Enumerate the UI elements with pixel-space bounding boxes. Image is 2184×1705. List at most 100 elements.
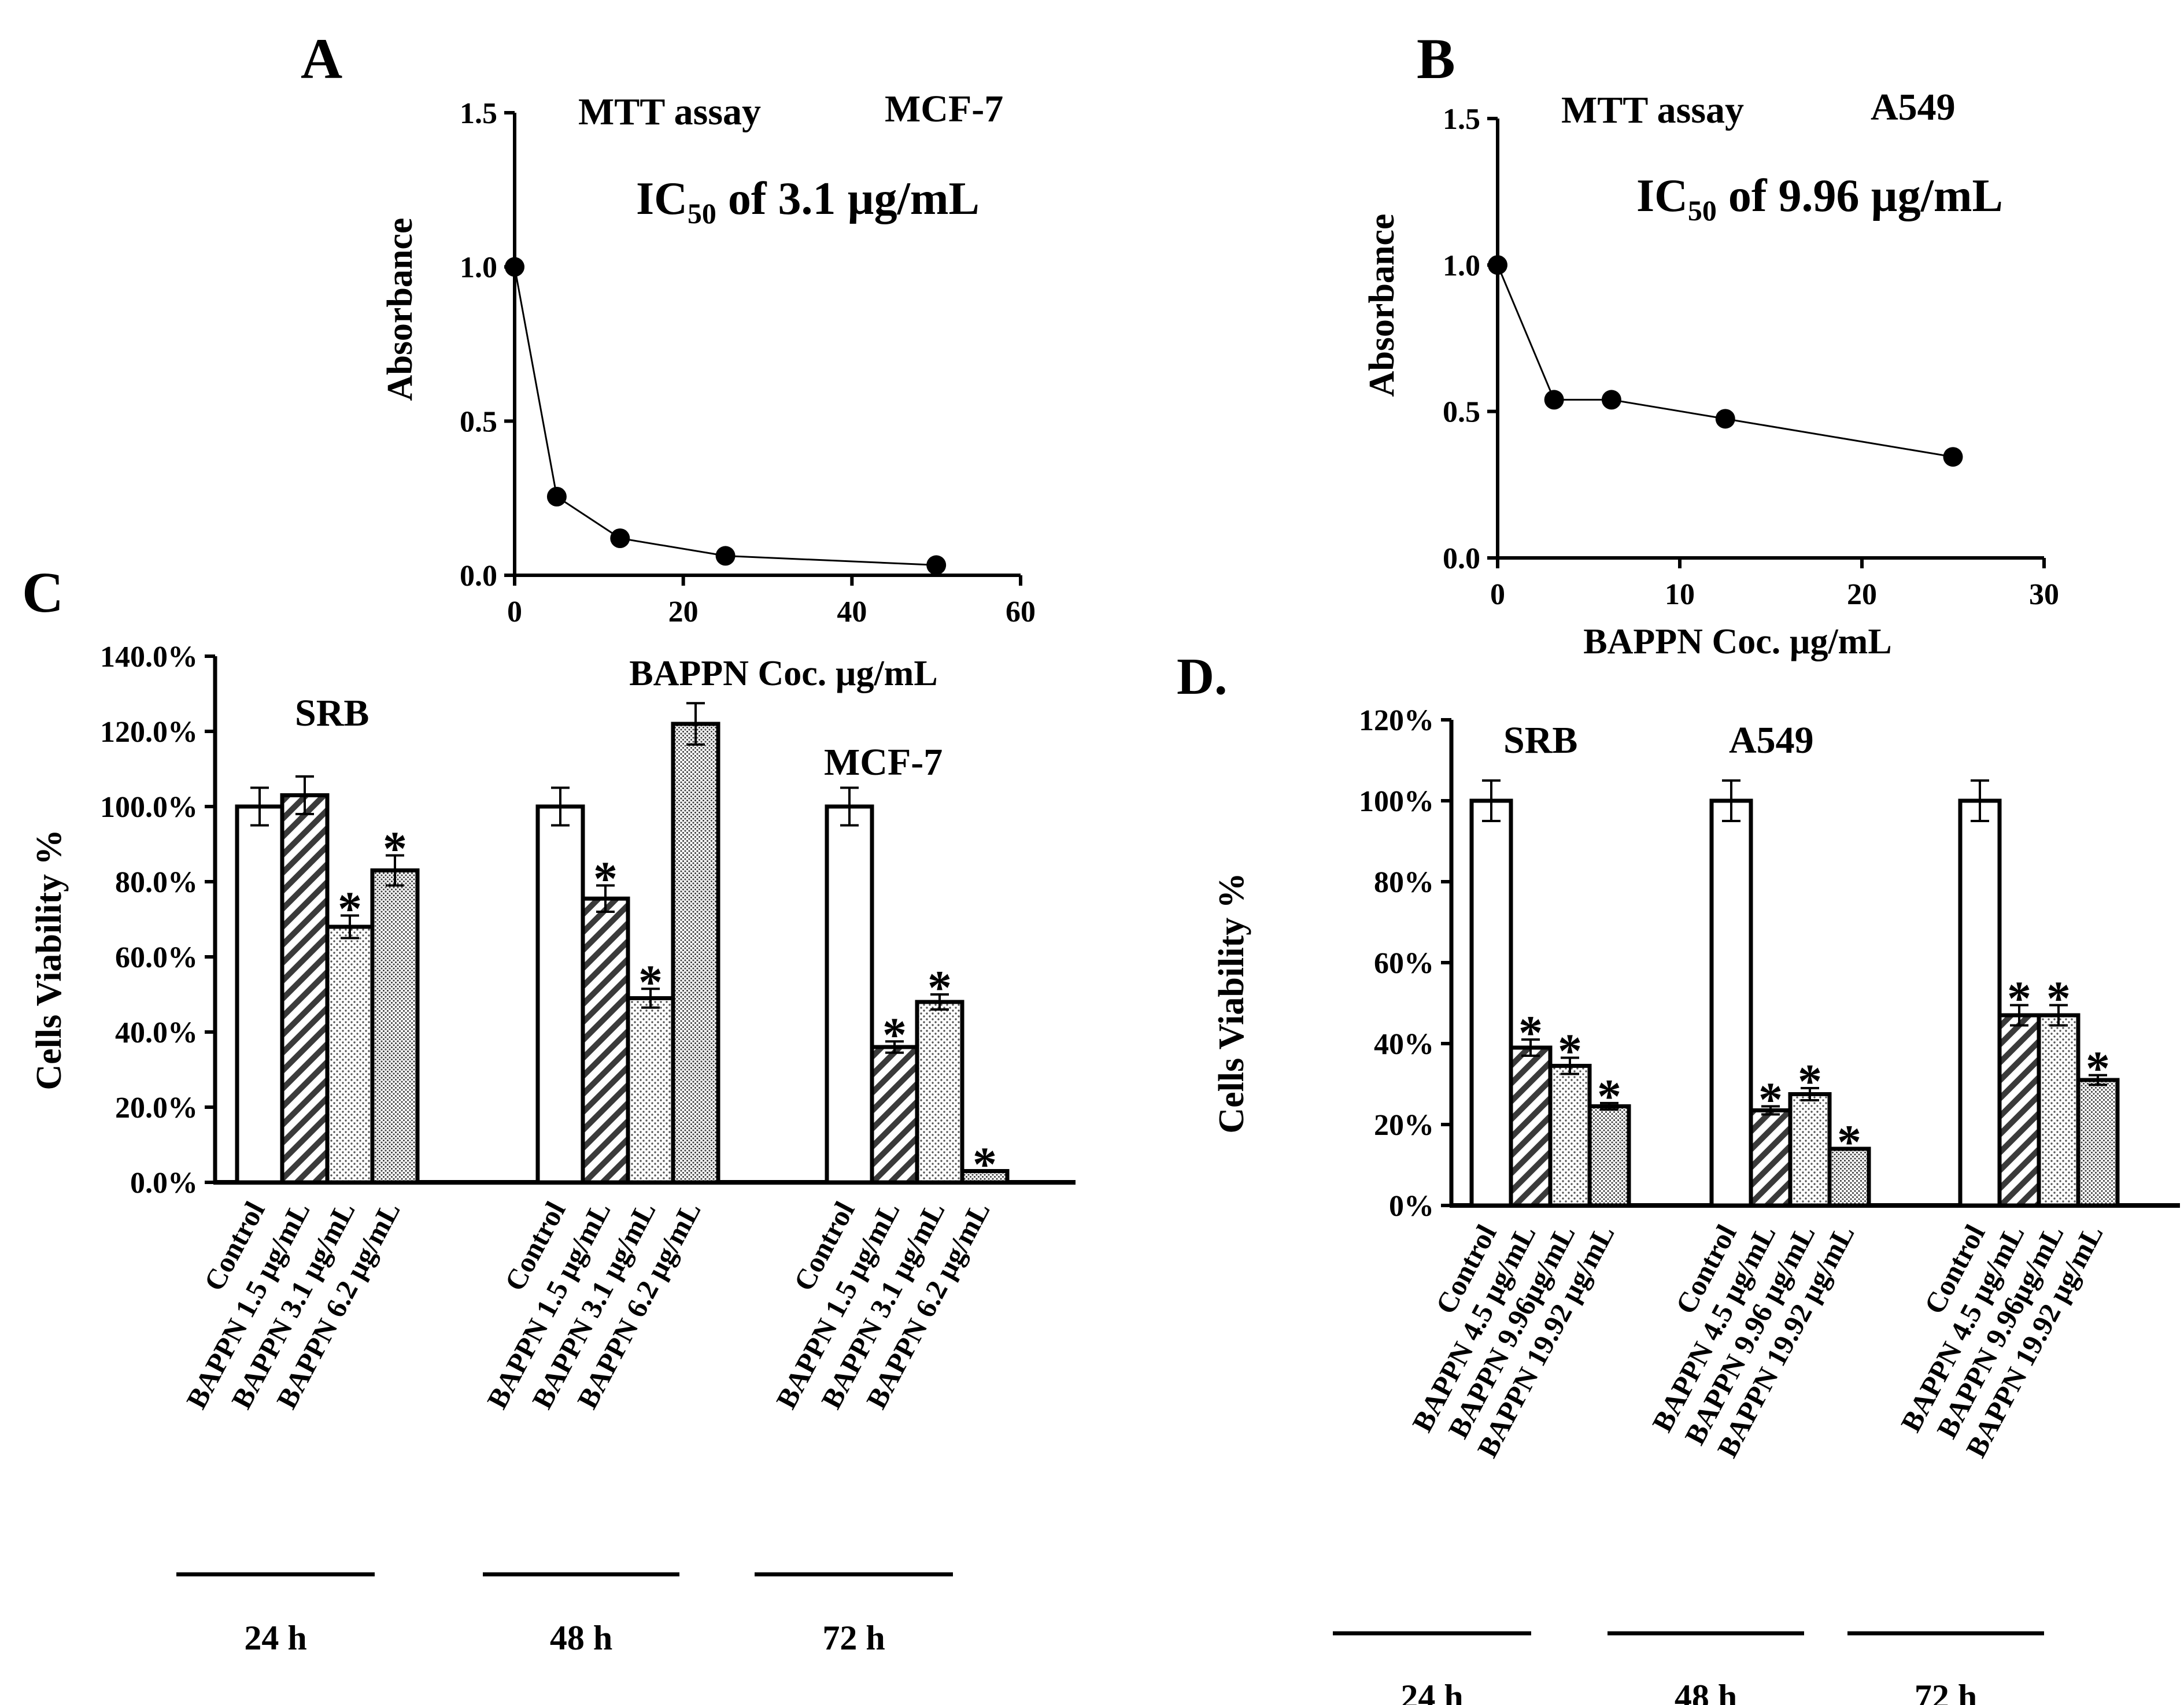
panel-c-y-tick-label: 20.0%: [115, 1092, 198, 1125]
panel-d-cell-line: A549: [1729, 719, 1814, 761]
panel-b-data-point: [1488, 255, 1507, 275]
panel-b-data-point: [1601, 390, 1621, 410]
panel-c-time-label: 24 h: [244, 1619, 306, 1657]
panel-c-time-label: 48 h: [550, 1619, 612, 1657]
panel-a-y-tick-label: 0.0: [460, 560, 497, 593]
panel-b-chart: MTT assay A549 IC50 of 9.96 µg/mL Absorb…: [1362, 86, 2059, 661]
panel-d-significance-star: *: [1558, 1025, 1582, 1078]
panel-a-chart: MTT assay MCF-7 IC50 of 3.1 µg/mL Absorb…: [380, 88, 1036, 693]
panel-b-title-left: MTT assay: [1561, 89, 1744, 131]
panel-b-y-tick-label: 1.5: [1443, 103, 1480, 136]
panel-b-x-tick-label: 20: [1847, 578, 1877, 611]
panel-c-significance-star: *: [338, 882, 362, 936]
panel-b-y-tick-label: 0.5: [1443, 396, 1480, 429]
panel-c-bar: [870, 1045, 919, 1185]
panel-b-title-right: A549: [1871, 86, 1956, 128]
panel-b-x-tick-label: 10: [1665, 578, 1695, 611]
panel-d-bar: [1709, 798, 1753, 1208]
panel-c-chart: SRB MCF-7 Cells Viability % 0.0% 20.0% 40.…: [29, 641, 1076, 1657]
panel-d-significance-star: *: [1518, 1006, 1543, 1060]
panel-d-significance-star: *: [2007, 972, 2031, 1026]
panel-a-data-point: [926, 555, 947, 575]
panel-label-c: C: [22, 560, 64, 624]
panel-d-significance-star: *: [1837, 1115, 1861, 1169]
panel-d-y-tick-label: 120%: [1359, 704, 1434, 737]
panel-d-bar: [2037, 1013, 2080, 1208]
panel-b-ic50: IC50 of 9.96 µg/mL: [1636, 171, 2003, 227]
panel-c-y-tick-label: 140.0%: [100, 641, 198, 674]
panel-d-bar: [1749, 1108, 1793, 1208]
panel-d-significance-star: *: [2086, 1042, 2110, 1096]
panel-c-bar: [626, 996, 675, 1185]
panel-c-y-tick-label: 80.0%: [115, 866, 198, 899]
panel-a-data-point: [505, 257, 524, 277]
panel-d-significance-star: *: [2046, 972, 2071, 1026]
panel-d-significance-star: *: [1758, 1073, 1783, 1127]
panel-c-significance-star: *: [593, 852, 618, 906]
panel-a-title-right: MCF-7: [885, 88, 1003, 130]
panel-d-y-tick-label: 0%: [1389, 1190, 1434, 1223]
panel-c-significance-star: *: [927, 961, 952, 1015]
panel-b-x-tick-label: 30: [2029, 578, 2059, 611]
panel-label-b: B: [1417, 27, 1455, 91]
panel-d-y-tick-label: 60%: [1374, 947, 1434, 980]
panel-d-y-tick-label: 40%: [1374, 1028, 1434, 1061]
panel-b-data-point: [1943, 447, 1963, 467]
panel-a-y-label: Absorbance: [380, 218, 420, 401]
panel-b-x-tick-label: 0: [1490, 578, 1505, 611]
panel-d-y-tick-label: 80%: [1374, 866, 1434, 899]
panel-b-data-point: [1544, 390, 1564, 410]
panel-d-bar: [1958, 798, 2002, 1208]
panel-label-a: A: [301, 27, 342, 91]
panel-d-assay-label: SRB: [1503, 719, 1577, 761]
panel-b-y-label: Absorbance: [1362, 214, 1402, 397]
panel-d-significance-star: *: [1798, 1055, 1822, 1108]
panel-d-bar: [1509, 1045, 1553, 1208]
panel-d-bar: [1469, 798, 1513, 1208]
panel-d-y-tick-label: 20%: [1374, 1109, 1434, 1142]
panel-c-bar: [325, 924, 375, 1185]
panel-c-bar: [825, 804, 874, 1185]
panel-a-y-tick-label: 0.5: [460, 405, 497, 438]
panel-d-y-tick-label: 100%: [1359, 785, 1434, 818]
panel-d-time-label: 48 h: [1675, 1678, 1737, 1705]
panel-d-time-label: 24 h: [1400, 1678, 1463, 1705]
panel-c-bar: [581, 896, 630, 1185]
panel-c-bar: [671, 722, 720, 1185]
panel-b-data-point: [1715, 409, 1735, 429]
panel-label-d: D.: [1177, 648, 1228, 705]
panel-d-y-label: Cells Viability %: [1212, 872, 1251, 1133]
panel-c-y-tick-label: 0.0%: [130, 1167, 198, 1200]
panel-c-bar: [960, 1169, 1010, 1185]
panel-a-y-tick-label: 1.0: [460, 252, 497, 284]
panel-c-y-tick-label: 100.0%: [100, 791, 198, 824]
panel-a-x-tick-label: 40: [837, 596, 867, 628]
panel-c-y-tick-label: 120.0%: [100, 716, 198, 749]
panel-c-significance-star: *: [882, 1008, 907, 1062]
panel-d-significance-star: *: [1597, 1070, 1621, 1123]
panel-b-y-tick-label: 1.0: [1443, 249, 1480, 282]
panel-c-bar: [370, 868, 420, 1185]
panel-d-bar: [1827, 1146, 1871, 1208]
panel-c-significance-star: *: [973, 1138, 997, 1192]
panel-c-y-label: Cells Viability %: [29, 829, 69, 1090]
panel-c-bar: [280, 793, 330, 1185]
panel-a-ic50: IC50 of 3.1 µg/mL: [636, 173, 980, 230]
panel-c-y-tick-label: 60.0%: [115, 941, 198, 974]
panel-d-chart: SRB A549 Cells Viability % 0% 20% 40% 60% 80…: [1212, 704, 2180, 1705]
panel-a-title-left: MTT assay: [578, 91, 761, 133]
panel-d-bar: [1788, 1092, 1832, 1208]
panel-a-data-point: [715, 546, 736, 566]
panel-c-bar: [915, 1000, 964, 1185]
panel-d-bar: [1548, 1064, 1592, 1208]
panel-a-x-tick-label: 0: [507, 596, 522, 628]
panel-c-significance-star: *: [638, 955, 663, 1009]
panel-a-y-tick-label: 1.5: [460, 97, 497, 130]
panel-c-assay-label: SRB: [295, 692, 369, 734]
panel-a-series-line: [513, 267, 937, 566]
panel-a-x-tick-label: 60: [1006, 596, 1036, 628]
panel-c-y-tick-label: 40.0%: [115, 1016, 198, 1049]
panel-c-bar: [535, 804, 585, 1185]
panel-d-time-label: 72 h: [1915, 1678, 1977, 1705]
